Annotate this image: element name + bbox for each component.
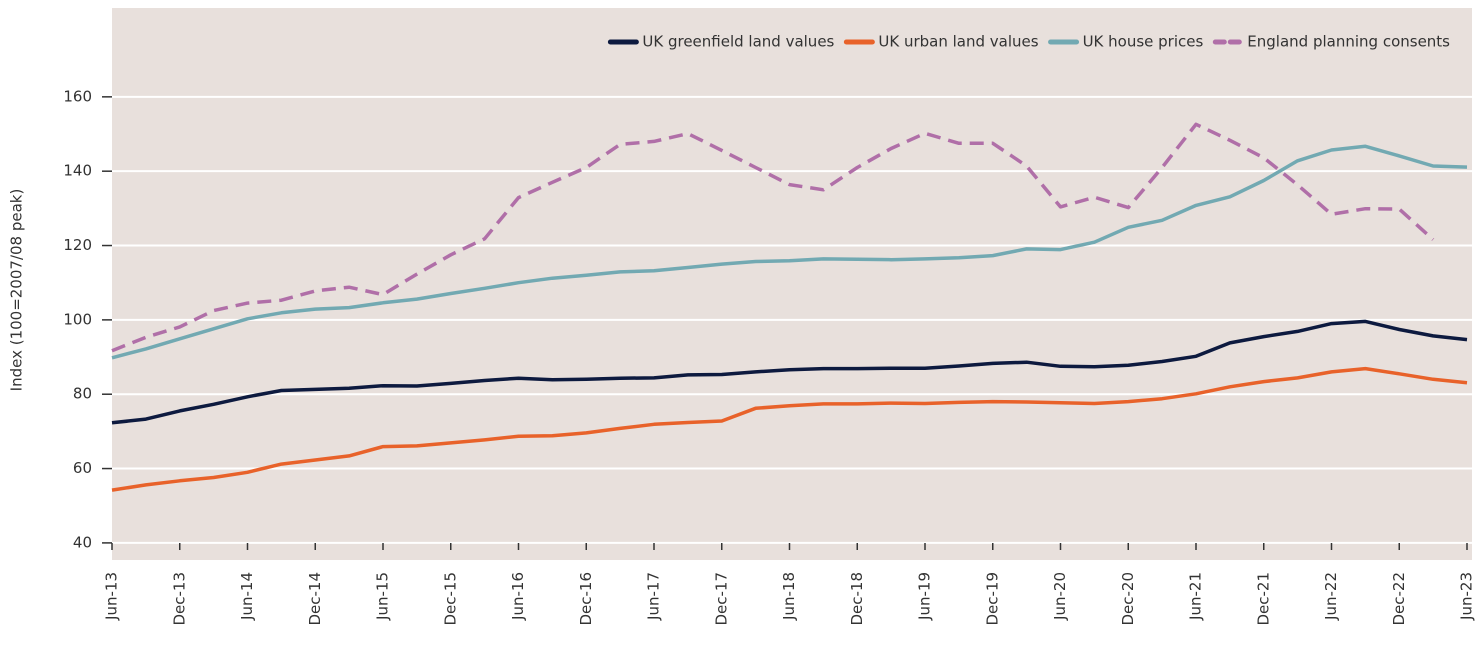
legend-label: UK urban land values <box>878 33 1038 51</box>
y-tick-label: 80 <box>73 385 92 403</box>
y-axis-title: Index (100=2007/08 peak) <box>8 189 26 392</box>
y-tick-label: 140 <box>63 162 92 180</box>
series-line <box>111 122 1435 353</box>
y-tick-label: 160 <box>63 87 92 105</box>
y-tick-label: 40 <box>73 533 92 551</box>
y-tick-label: 60 <box>73 459 92 477</box>
x-tick-label: Dec-13 <box>170 572 188 626</box>
series-line <box>111 366 1468 492</box>
x-tick-label: Jun-14 <box>238 572 256 621</box>
x-tick-label: Dec-18 <box>848 572 866 626</box>
y-tick-label: 100 <box>63 310 92 328</box>
x-tick-label: Jun-19 <box>916 572 934 621</box>
legend-label: UK greenfield land values <box>642 33 834 51</box>
x-tick-label: Jun-20 <box>1051 572 1069 621</box>
x-tick-label: Dec-15 <box>441 572 459 626</box>
plot-area <box>112 8 1472 560</box>
y-tick-label: 120 <box>63 236 92 254</box>
x-tick-label: Jun-22 <box>1322 572 1340 621</box>
x-tick-label: Dec-19 <box>983 572 1001 626</box>
x-tick-label: Jun-23 <box>1458 572 1476 621</box>
x-tick-label: Jun-13 <box>103 572 121 621</box>
series-line <box>111 144 1468 360</box>
x-tick-label: Dec-21 <box>1254 572 1272 626</box>
x-tick-label: Jun-17 <box>645 572 663 621</box>
x-tick-label: Dec-17 <box>712 572 730 626</box>
legend-label: England planning consents <box>1247 33 1450 51</box>
x-tick-label: Dec-20 <box>1119 572 1137 626</box>
x-tick-label: Dec-14 <box>306 572 324 626</box>
x-tick-label: Jun-15 <box>374 572 392 621</box>
x-tick-label: Jun-16 <box>509 572 527 621</box>
x-tick-label: Jun-21 <box>1187 572 1205 621</box>
x-tick-label: Dec-22 <box>1390 572 1408 626</box>
legend-label: UK house prices <box>1083 33 1204 51</box>
x-tick-label: Jun-18 <box>780 572 798 621</box>
series-line <box>111 319 1468 425</box>
x-tick-label: Dec-16 <box>577 572 595 626</box>
